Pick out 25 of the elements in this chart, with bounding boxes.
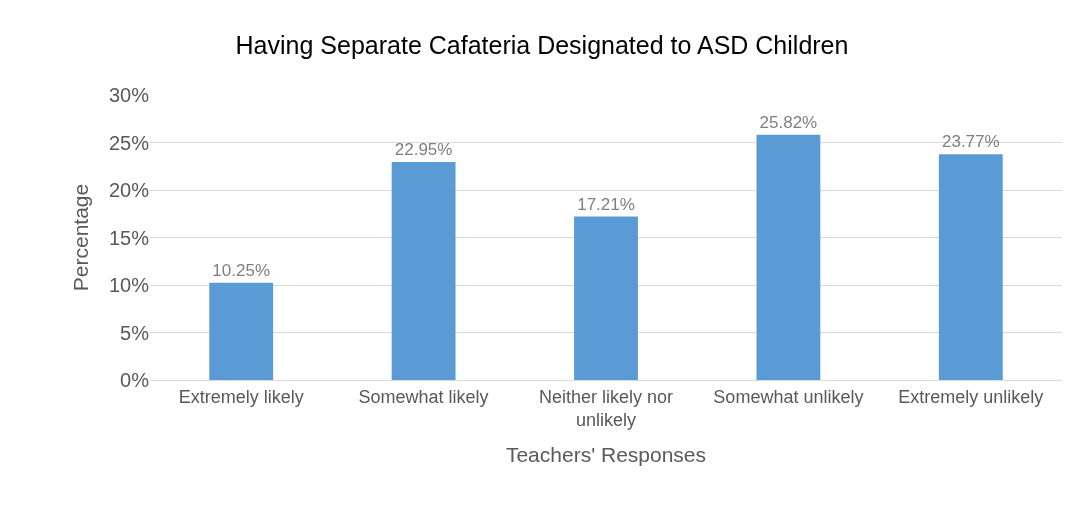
x-tick-label: Somewhat unlikely [713,386,864,407]
y-tick-label: 5% [120,321,150,344]
x-tick-label: Extremely likely [178,386,304,407]
y-tick-label: 20% [108,179,150,201]
bar [391,161,456,380]
chart-title: Having Separate Cafateria Designated to ASD Children [235,31,849,60]
bar [209,282,274,380]
y-tick-label: 0% [120,369,150,391]
bar [756,134,821,380]
x-tick-label: Extremely unlikely [898,386,1044,407]
data-label: 10.25% [212,260,271,280]
data-label: 22.95% [394,139,453,159]
y-axis-title: Percentage [69,183,93,292]
x-tick-label: Somewhat likely [358,386,489,407]
x-tick-label: Neither likely nor unlikely [538,386,674,430]
data-label: 23.77% [941,132,1000,152]
y-tick-label: 15% [108,226,150,249]
data-label: 17.21% [577,194,635,214]
bar [574,216,638,380]
y-tick-label: 30% [108,84,150,106]
y-tick-label: 10% [108,274,150,296]
bar [938,154,1003,380]
y-tick-label: 25% [108,131,150,154]
x-axis-title: Teachers' Responses [505,443,707,467]
data-label: 25.82% [759,112,818,132]
